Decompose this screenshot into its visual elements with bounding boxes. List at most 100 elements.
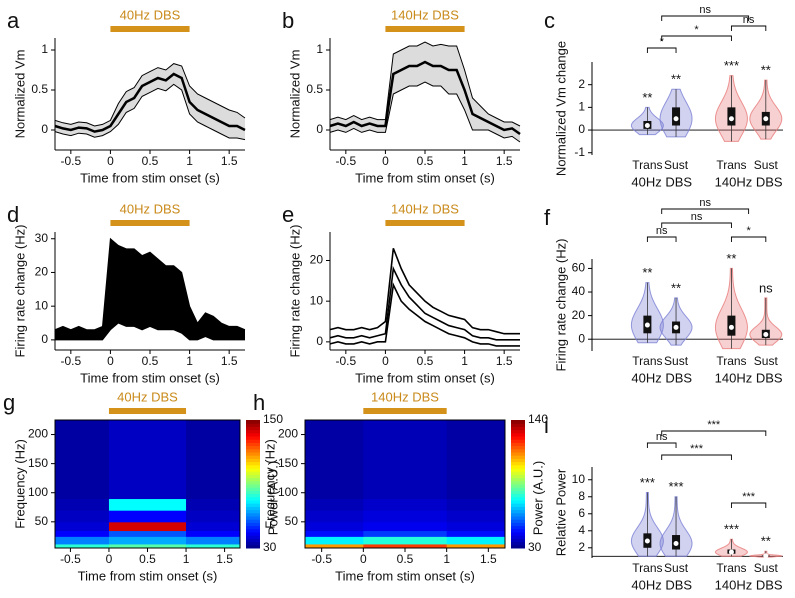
colorbar-step	[511, 474, 525, 479]
colorbar-step	[246, 429, 260, 434]
colorbar-step	[246, 426, 260, 431]
median	[673, 116, 679, 122]
median	[763, 116, 769, 122]
colorbar-step	[511, 445, 525, 450]
bracket-label: *	[746, 225, 751, 237]
x-tick-label: 1	[461, 154, 468, 168]
colorbar-step	[511, 464, 525, 469]
x-tick-label: Sust	[754, 158, 779, 172]
y-tick-label: 150	[278, 456, 298, 470]
y-tick-label: 1	[316, 42, 323, 56]
heat-cell	[305, 498, 364, 511]
y-tick-label: -1	[574, 145, 585, 159]
heat-cell	[446, 521, 506, 532]
x-tick-label: Sust	[754, 561, 779, 575]
y-tick-label: 0.5	[31, 82, 48, 96]
median	[644, 123, 650, 129]
x-tick-label: Sust	[754, 354, 779, 368]
y-axis-label: Frequency (Hz)	[12, 439, 27, 529]
y-tick-label: 0.5	[306, 82, 323, 96]
y-tick-label: 10	[35, 298, 49, 312]
y-axis-label: Normalized Vm	[12, 50, 27, 139]
colorbar-step	[246, 490, 260, 495]
colorbar-step	[511, 512, 525, 517]
median	[673, 541, 679, 547]
x-tick-label: 1.5	[216, 552, 233, 566]
y-tick-label: 20	[35, 265, 49, 279]
y-tick-label: 1	[578, 100, 585, 114]
x-tick-label: 1	[186, 354, 193, 368]
x-tick-label: Sust	[664, 354, 689, 368]
y-tick-label: 30	[35, 231, 49, 245]
heat-cell	[446, 543, 506, 549]
colorbar-step	[246, 474, 260, 479]
heat-cell	[363, 498, 448, 511]
panel-label: d	[7, 202, 19, 227]
heat-cell	[55, 420, 110, 500]
colorbar-step	[511, 544, 525, 549]
band-edge	[54, 63, 246, 127]
stim-label: 140Hz DBS	[371, 389, 439, 404]
x-tick-label: Trans	[632, 561, 662, 575]
y-tick-label: 50	[35, 514, 49, 528]
y-tick-label: 8	[578, 489, 585, 503]
x-tick-label: 1.5	[480, 552, 497, 566]
heat-cell	[55, 521, 110, 532]
heat-cell	[55, 498, 110, 511]
colorbar-step	[246, 480, 260, 485]
x-tick-label: 1	[186, 154, 193, 168]
bracket	[730, 236, 767, 242]
colorbar-step	[511, 506, 525, 511]
colorbar-step	[511, 532, 525, 536]
heat-cell	[446, 498, 506, 511]
colorbar-step	[246, 506, 260, 511]
trace	[329, 60, 521, 136]
colorbar-step	[246, 512, 260, 517]
colorbar-step	[511, 420, 525, 424]
bracket	[661, 35, 732, 41]
bracket-label: ns	[691, 211, 703, 223]
significance: ***	[640, 475, 655, 490]
x-tick-label: 1.5	[221, 154, 238, 168]
colorbar-step	[511, 484, 525, 488]
colorbar-step	[511, 458, 525, 463]
colorbar-step	[511, 493, 525, 498]
colorbar-step	[511, 468, 525, 472]
median	[644, 322, 650, 328]
colorbar-step	[511, 522, 525, 527]
significance: ***	[668, 479, 683, 494]
bracket-label: ns	[699, 197, 711, 209]
colorbar-tick-label: 150	[263, 412, 283, 426]
y-tick-label: 40	[572, 284, 586, 298]
panel-label: c	[544, 8, 555, 33]
y-tick-label: 60	[572, 261, 586, 275]
stim-label: 40Hz DBS	[120, 201, 181, 216]
y-tick-label: 200	[278, 427, 298, 441]
panel-label: f	[544, 205, 551, 230]
colorbar-step	[511, 480, 525, 485]
significance: **	[726, 251, 736, 266]
heat-cell	[108, 510, 187, 523]
y-tick-label: 150	[28, 456, 48, 470]
heat-cell	[363, 536, 448, 545]
y-tick-label: 100	[278, 485, 298, 499]
colorbar-step	[246, 442, 260, 447]
colorbar-step	[246, 509, 260, 514]
colorbar-step	[511, 436, 525, 440]
y-tick-label: 1	[41, 42, 48, 56]
colorbar-step	[246, 503, 260, 507]
x-axis-label: Time from stim onset (s)	[78, 568, 218, 583]
x-tick-label: 0	[382, 354, 389, 368]
frame	[54, 419, 241, 549]
colorbar-step	[246, 436, 260, 440]
y-tick-label: 0	[578, 122, 585, 136]
colorbar-label: Power (A.U.)	[530, 461, 545, 535]
x-tick-label: 0.5	[397, 552, 414, 566]
colorbar-step	[511, 541, 525, 546]
colorbar-step	[511, 471, 525, 475]
x-tick-label: 0	[360, 552, 367, 566]
colorbar-step	[511, 442, 525, 447]
colorbar-step	[246, 535, 260, 539]
stim-label: 140Hz DBS	[391, 201, 459, 216]
colorbar-step	[246, 471, 260, 475]
